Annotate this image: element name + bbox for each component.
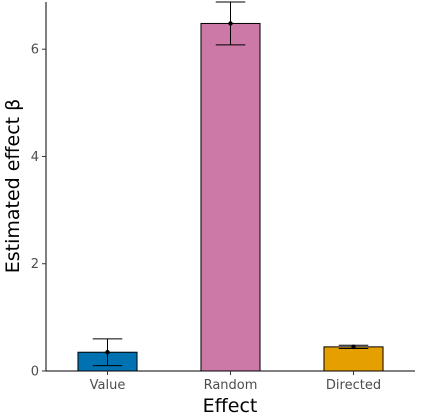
point-random (228, 21, 233, 26)
bar-random (200, 22, 261, 372)
x-tick-label-directed: Directed (326, 378, 381, 393)
bar-directed (323, 346, 384, 372)
y-tick-label: 6 (31, 43, 39, 58)
y-tick-label: 0 (31, 365, 39, 380)
y-tick-label: 2 (31, 257, 39, 272)
x-tick-label-value: Value (90, 378, 126, 393)
plot-area (77, 1, 384, 372)
y-axis-title: Estimated effect β (2, 99, 24, 274)
x-axis-ticks: Value Random Directed (90, 371, 381, 393)
y-tick-label: 4 (31, 150, 39, 165)
y-axis-ticks: 0 2 4 6 (31, 43, 46, 380)
point-directed (351, 344, 356, 350)
point-value (105, 350, 110, 355)
x-tick-label-random: Random (204, 378, 258, 393)
x-axis-title: Effect (203, 395, 258, 417)
